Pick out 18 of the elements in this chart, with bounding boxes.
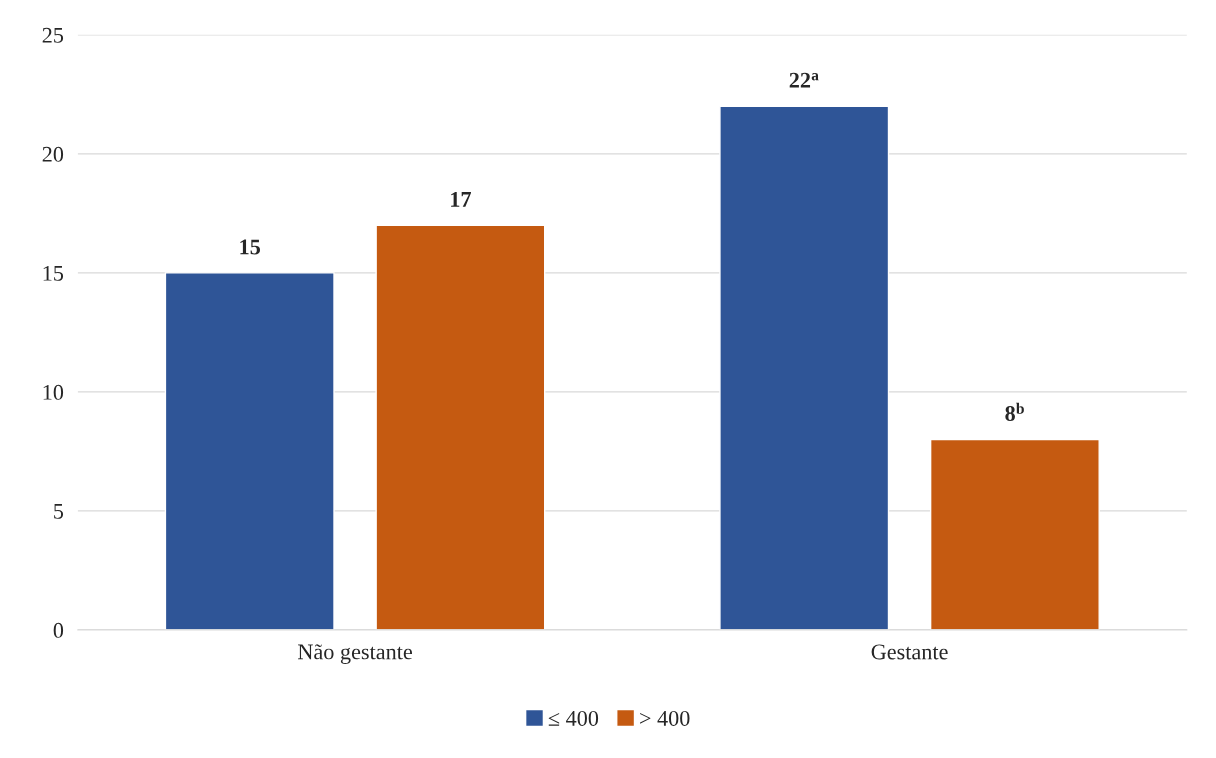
data-label: 15 bbox=[240, 239, 261, 255]
y-tick-label: 25 bbox=[42, 27, 64, 43]
data-label: 8$^{b}$ bbox=[1005, 402, 1024, 422]
legend-label: > 400 bbox=[640, 710, 690, 726]
y-tick-label: 10 bbox=[43, 384, 64, 400]
legend-label: ≤ 400 bbox=[548, 710, 599, 726]
bar bbox=[375, 224, 546, 630]
data-label: 17 bbox=[451, 191, 471, 207]
y-tick-label: 20 bbox=[42, 146, 64, 162]
bar bbox=[929, 438, 1100, 630]
bar bbox=[719, 105, 890, 630]
bar bbox=[164, 272, 335, 630]
y-tick-label: 0 bbox=[53, 622, 64, 638]
data-label: 22$^{a}$ bbox=[789, 72, 819, 88]
x-tick-label: Gestante bbox=[871, 644, 948, 660]
y-tick-label: 5 bbox=[54, 504, 64, 519]
y-tick-label: 15 bbox=[43, 265, 64, 281]
x-tick-label: Não gestante bbox=[298, 644, 412, 664]
